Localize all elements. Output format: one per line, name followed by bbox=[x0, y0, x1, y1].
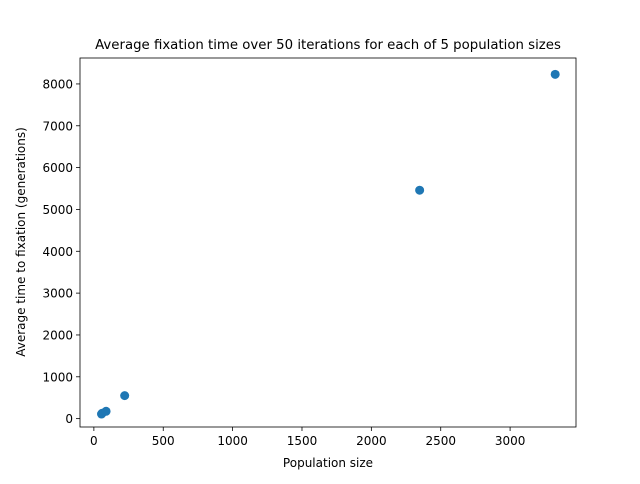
x-tick-label: 500 bbox=[152, 434, 175, 448]
x-tick-label: 1500 bbox=[287, 434, 318, 448]
x-tick-label: 1000 bbox=[217, 434, 248, 448]
y-tick-label: 8000 bbox=[42, 77, 73, 91]
x-tick-label: 3000 bbox=[495, 434, 526, 448]
x-axis-label: Population size bbox=[283, 456, 373, 470]
y-tick-label: 5000 bbox=[42, 203, 73, 217]
data-points bbox=[97, 69, 560, 419]
y-axis-ticks: 0 1000 2000 3000 4000 5000 6000 7000 8000 bbox=[42, 77, 80, 426]
data-point bbox=[550, 69, 560, 79]
y-tick-label: 3000 bbox=[42, 287, 73, 301]
x-axis-ticks: 0 500 1000 1500 2000 2500 3000 bbox=[90, 427, 525, 448]
y-axis-label: Average time to fixation (generations) bbox=[14, 127, 28, 357]
y-tick-label: 0 bbox=[65, 412, 73, 426]
x-tick-label: 0 bbox=[90, 434, 98, 448]
plot-area-frame bbox=[79, 57, 577, 428]
data-point bbox=[120, 391, 130, 401]
data-point bbox=[415, 185, 425, 195]
x-tick-label: 2500 bbox=[425, 434, 456, 448]
y-tick-label: 1000 bbox=[42, 370, 73, 384]
y-tick-label: 6000 bbox=[42, 161, 73, 175]
y-tick-label: 2000 bbox=[42, 328, 73, 342]
x-tick-label: 2000 bbox=[356, 434, 387, 448]
chart-title: Average fixation time over 50 iterations… bbox=[95, 38, 561, 53]
data-point bbox=[101, 406, 111, 416]
y-tick-label: 4000 bbox=[42, 245, 73, 259]
y-tick-label: 7000 bbox=[42, 119, 73, 133]
